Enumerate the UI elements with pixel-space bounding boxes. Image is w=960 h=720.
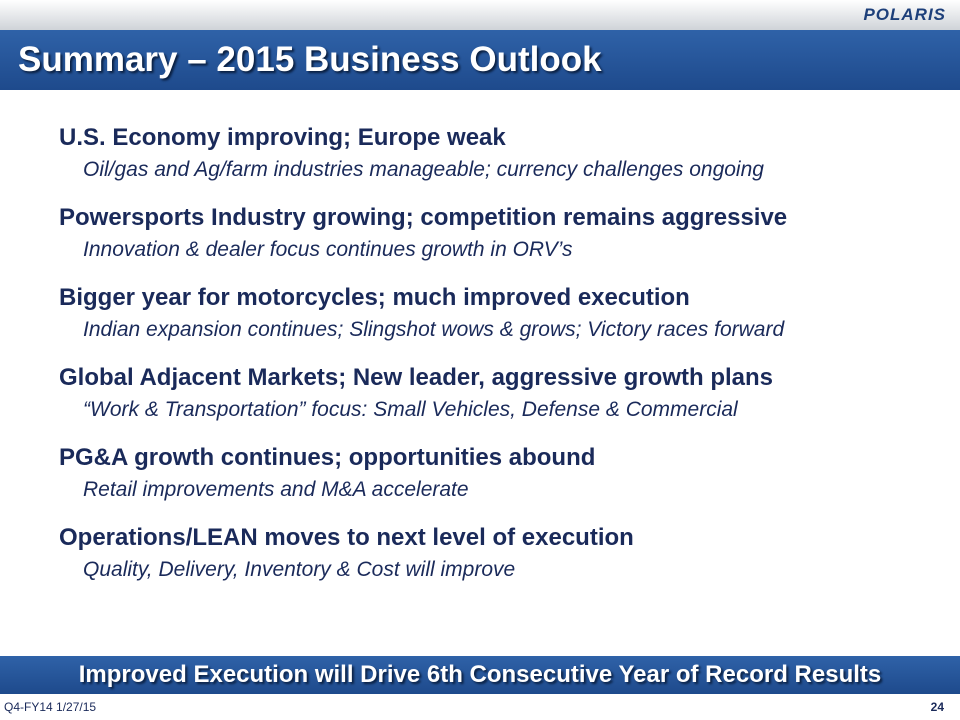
- bullet-heading: Operations/LEAN moves to next level of e…: [59, 524, 634, 551]
- logo: POLARIS: [863, 5, 946, 24]
- bullet-list: U.S. Economy improving; Europe weak Oil/g…: [59, 124, 939, 604]
- bullet-heading: PG&A growth continues; opportunities abo…: [59, 444, 596, 471]
- bullet-detail: Oil/gas and Ag/farm industries manageabl…: [83, 158, 764, 181]
- footer-date: Q4-FY14 1/27/15: [4, 700, 97, 714]
- bullet-detail: “Work & Transportation” focus: Small Veh…: [83, 398, 738, 421]
- top-bar: [0, 0, 960, 30]
- bullet-detail: Innovation & dealer focus continues grow…: [83, 238, 573, 261]
- banner: Improved Execution will Drive 6th Consec…: [0, 656, 960, 694]
- bullet-heading: Global Adjacent Markets; New leader, agg…: [59, 364, 773, 391]
- bullet-detail: Retail improvements and M&A accelerate: [83, 478, 469, 501]
- page-number: 24: [930, 700, 944, 714]
- bullet-heading: Powersports Industry growing; competitio…: [59, 204, 788, 231]
- bullet-heading: Bigger year for motorcycles; much improv…: [59, 284, 690, 311]
- bullet-heading: U.S. Economy improving; Europe weak: [59, 124, 506, 151]
- slide-title: Summary – 2015 Business Outlook: [18, 40, 602, 79]
- bullet-detail: Quality, Delivery, Inventory & Cost will…: [83, 558, 516, 581]
- title-bar: [0, 30, 960, 90]
- bullet-detail: Indian expansion continues; Slingshot wo…: [83, 318, 785, 341]
